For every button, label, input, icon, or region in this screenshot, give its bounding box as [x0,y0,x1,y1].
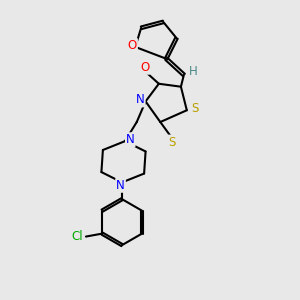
Text: H: H [189,65,198,78]
Text: Cl: Cl [71,230,83,243]
Text: N: N [116,179,125,192]
Text: N: N [126,133,135,146]
Text: S: S [168,136,176,148]
Text: O: O [140,61,150,74]
Text: N: N [136,93,145,106]
Text: O: O [128,39,137,52]
Text: S: S [191,102,199,115]
